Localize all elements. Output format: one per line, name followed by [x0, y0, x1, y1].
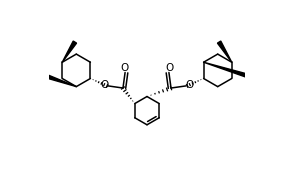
- Text: O: O: [185, 80, 193, 90]
- Text: O: O: [101, 80, 109, 90]
- Polygon shape: [62, 41, 76, 62]
- Polygon shape: [218, 41, 232, 62]
- Text: O: O: [120, 63, 128, 73]
- Polygon shape: [204, 62, 249, 78]
- Polygon shape: [45, 74, 76, 87]
- Text: O: O: [166, 63, 174, 73]
